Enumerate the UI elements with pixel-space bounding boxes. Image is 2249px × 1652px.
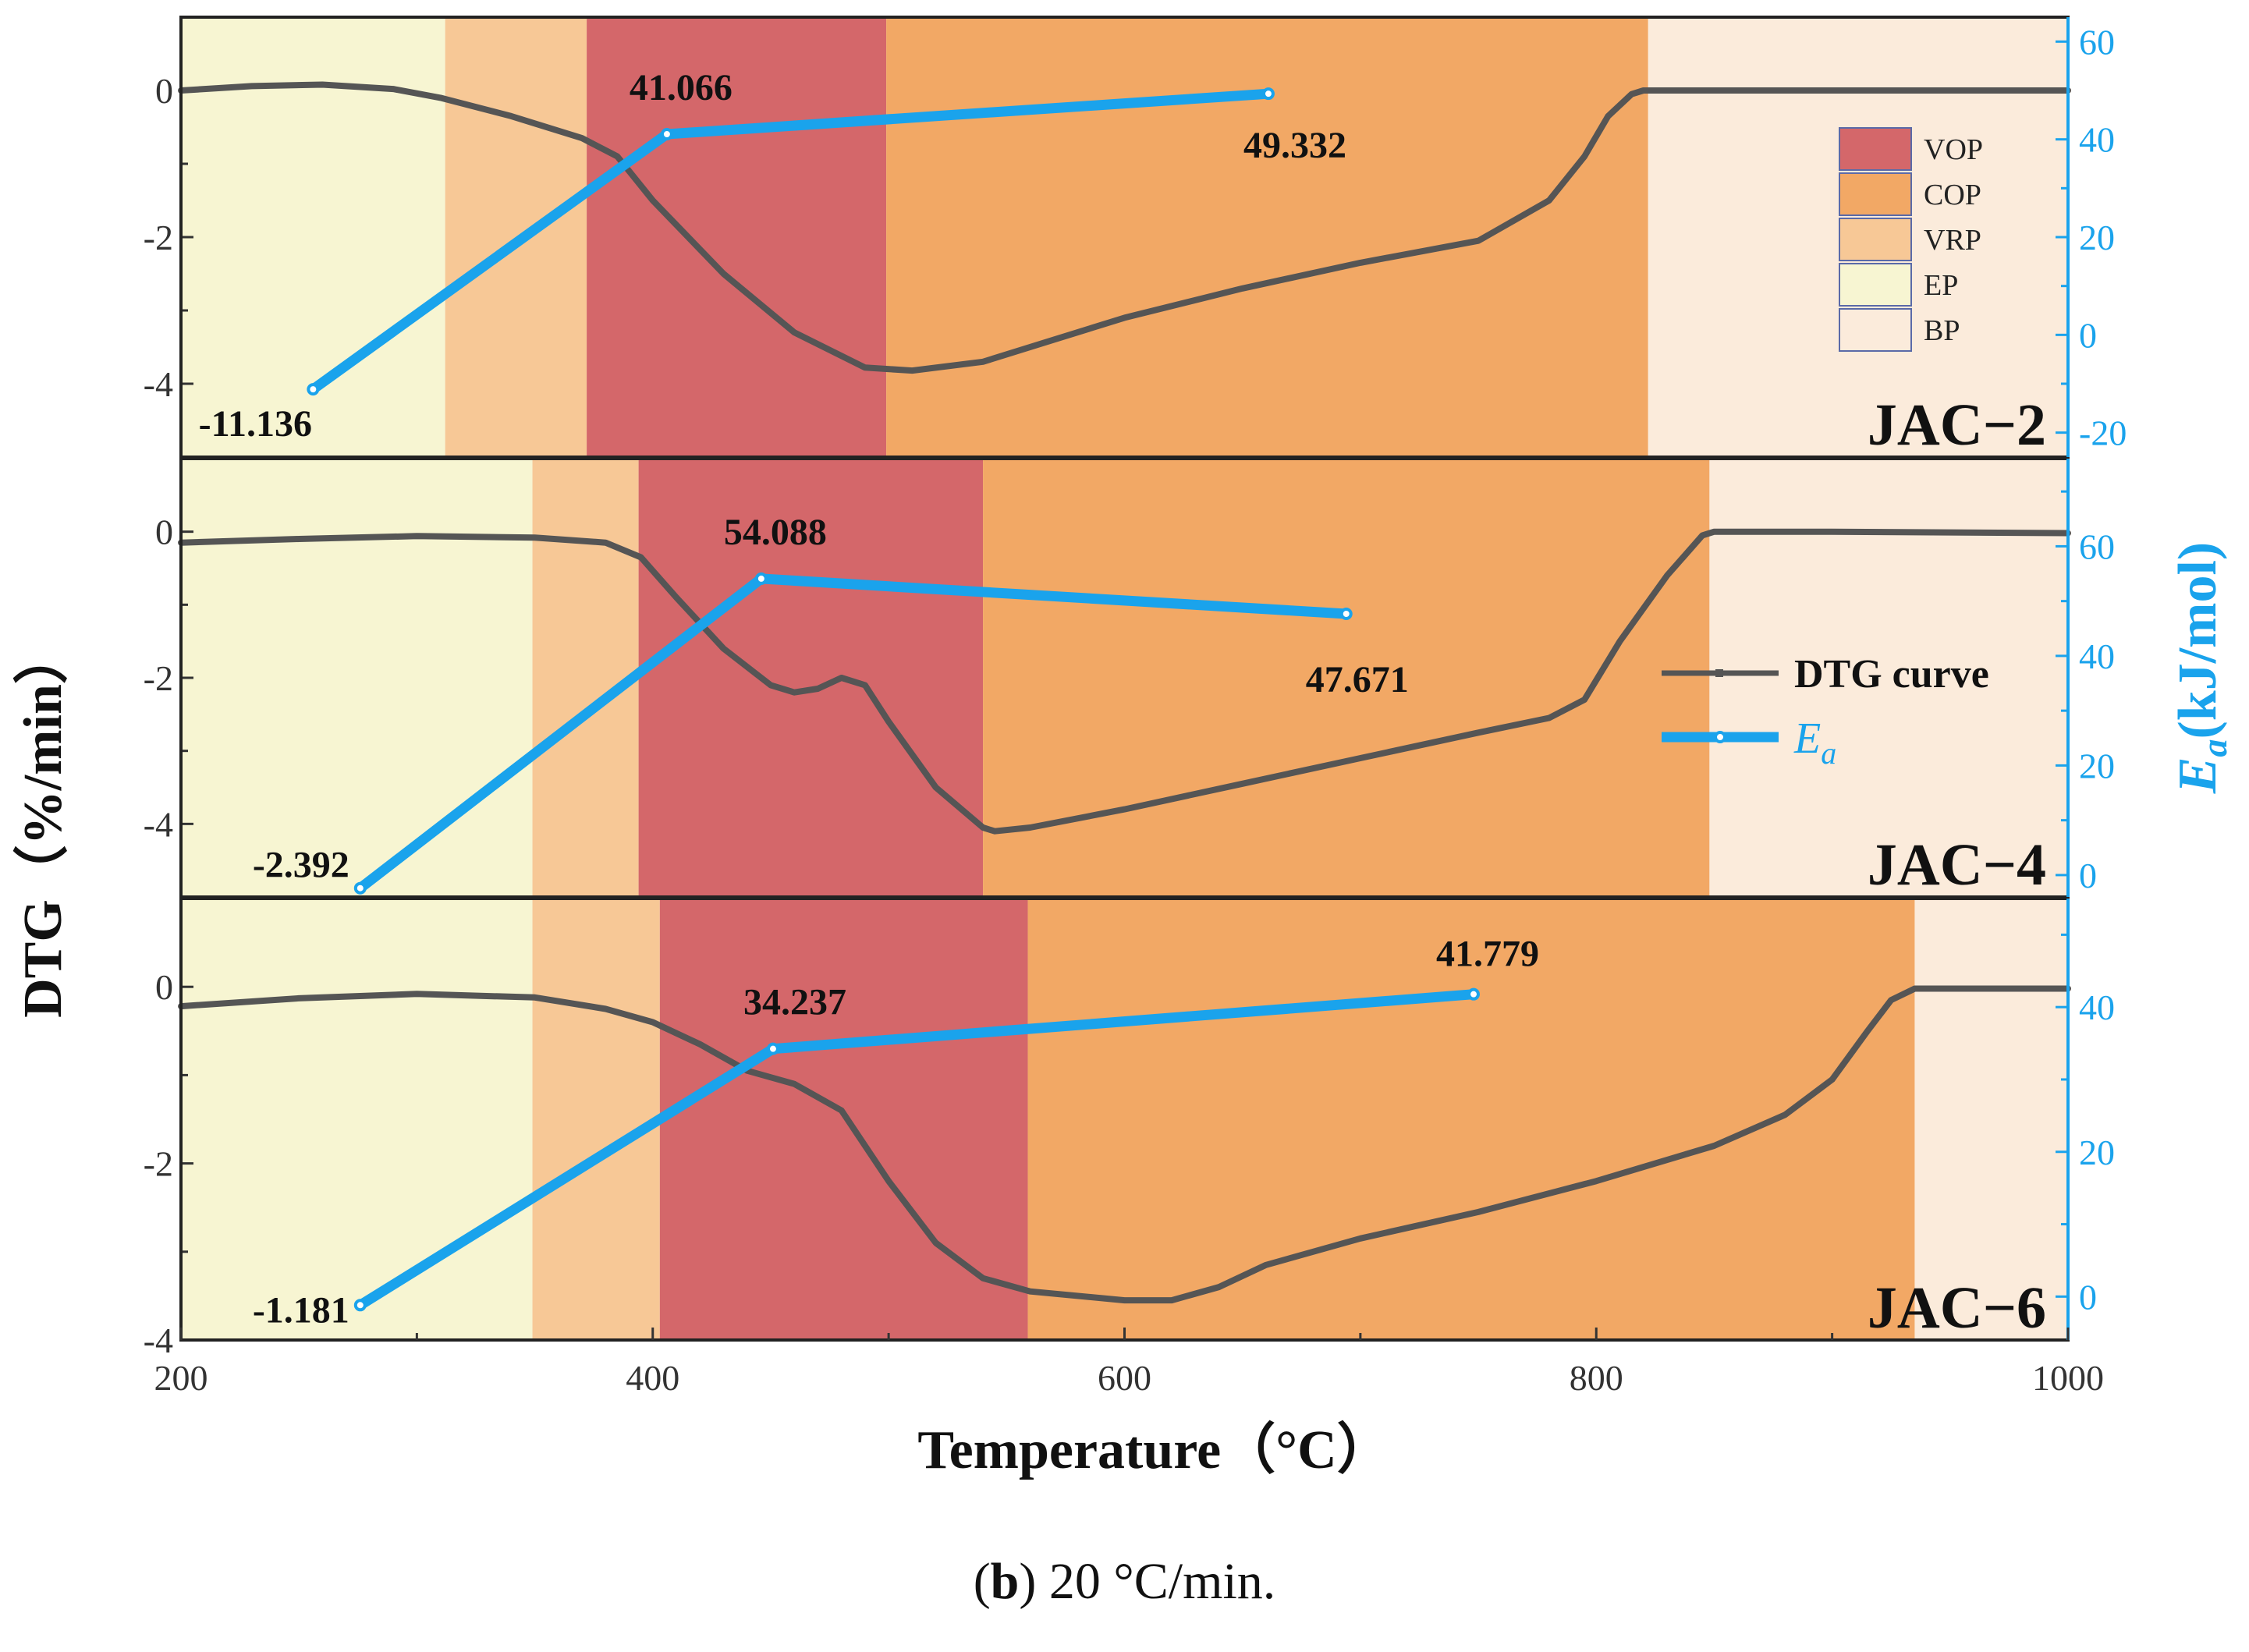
panel-name: JAC−6 <box>1868 1275 2046 1341</box>
ea-point <box>766 1042 779 1055</box>
dtg-curve <box>178 528 2071 835</box>
stage-band-ep <box>181 459 533 897</box>
x-axis: 200 400 600 800 1000 <box>154 1328 2104 1398</box>
x-tick-label: 200 <box>154 1358 208 1398</box>
right-tick-label: 0 <box>2079 1277 2097 1317</box>
legend-label-ep: EP <box>1924 269 1958 302</box>
right-tick-label: 60 <box>2079 22 2115 62</box>
stage-band-cop <box>1027 899 1915 1340</box>
x-tick-label: 800 <box>1570 1358 1623 1398</box>
legend-dtg-label: DTG curve <box>1794 652 1989 697</box>
legend-label-cop: COP <box>1924 179 1981 211</box>
ea-symbol: E <box>2168 757 2228 795</box>
ea-point <box>1339 608 1353 621</box>
ea-point <box>754 572 768 585</box>
ea-unit: (kJ/mol) <box>2168 542 2228 739</box>
legend: VOP COP VRP EP BP DTG curve Ea <box>1662 127 1989 771</box>
stage-band-vop <box>587 17 887 457</box>
legend-ea-subscript: a <box>1821 736 1836 771</box>
legend-swatch-vrp <box>1839 218 1912 261</box>
legend-label-bp: BP <box>1924 314 1960 347</box>
right-tick-label: -20 <box>2079 413 2127 453</box>
legend-ea-marker <box>1714 731 1726 743</box>
stage-band-cop <box>983 459 1710 897</box>
panel-1: 0 -2 -4 60 40 20 0 -20 -11.136 41.066 49.332 JAC−2 <box>144 16 2127 459</box>
ea-point <box>1261 87 1275 101</box>
left-tick-label: -2 <box>144 658 173 698</box>
ea-point <box>660 127 673 140</box>
dtg-curve <box>178 985 2071 1304</box>
left-tick-label: 0 <box>155 967 173 1007</box>
ea-subscript: a <box>2194 739 2234 757</box>
panel-name: JAC−2 <box>1868 392 2046 458</box>
legend-ea-symbol: E <box>1793 714 1821 763</box>
caption-suffix: ) 20 °C/min. <box>1019 1553 1276 1610</box>
right-tick-label: 20 <box>2079 1133 2115 1172</box>
caption-bold: b <box>990 1553 1020 1610</box>
ea-value-label: 49.332 <box>1243 125 1346 166</box>
left-tick-label: -2 <box>144 1144 173 1184</box>
ea-point <box>353 881 367 895</box>
ea-point <box>1467 987 1481 1001</box>
right-tick-label: 20 <box>2079 218 2115 257</box>
ea-point <box>307 383 320 396</box>
panel-3: 0 -2 -4 40 20 0 -1.181 34.237 41.779 JAC−6 <box>144 897 2115 1360</box>
right-tick-label: 40 <box>2079 636 2115 676</box>
legend-swatch-ep <box>1839 263 1912 307</box>
panel-name: JAC−4 <box>1868 832 2046 898</box>
x-tick-label: 600 <box>1098 1358 1151 1398</box>
left-tick-label: -4 <box>144 804 173 844</box>
y-axis-title-right: Ea(kJ/mol) <box>2168 542 2234 794</box>
right-tick-label: 0 <box>2079 856 2097 895</box>
x-tick-label: 400 <box>626 1358 679 1398</box>
stage-band-bp <box>1914 899 2068 1340</box>
legend-ea-label: Ea <box>1793 714 1836 771</box>
legend-swatch-vop <box>1839 127 1912 171</box>
panel-2: 0 -2 -4 60 40 20 0 -2.392 54.088 47.671 JAC−4 <box>144 457 2115 899</box>
figure-caption: (b) 20 °C/min. <box>0 1552 2249 1611</box>
ea-value-label: 47.671 <box>1306 659 1409 700</box>
right-tick-label: 0 <box>2079 315 2097 355</box>
legend-dtg-marker <box>1715 669 1723 677</box>
right-tick-label: 40 <box>2079 987 2115 1027</box>
legend-label-vop: VOP <box>1924 133 1983 166</box>
ea-value-label: -2.392 <box>253 845 349 886</box>
ea-value-label: -1.181 <box>253 1289 349 1331</box>
y-axis-title-left: DTG（%/min） <box>12 629 73 1018</box>
stage-band-vrp <box>532 459 639 897</box>
x-axis-title: Temperature（°C） <box>917 1420 1391 1480</box>
stage-band-ep <box>181 899 533 1340</box>
legend-label-vrp: VRP <box>1924 224 1981 257</box>
ea-value-label: 54.088 <box>724 512 827 553</box>
dtg-curve <box>178 81 2071 374</box>
right-tick-label: 40 <box>2079 120 2115 160</box>
legend-swatch-cop <box>1839 172 1912 216</box>
ea-value-label: 41.066 <box>630 67 733 108</box>
stage-band-vop <box>638 459 984 897</box>
left-tick-label: 0 <box>155 512 173 552</box>
left-tick-label: -4 <box>144 364 173 404</box>
left-tick-label: -4 <box>144 1321 173 1360</box>
ea-point <box>353 1299 367 1312</box>
caption-prefix: ( <box>973 1553 991 1610</box>
left-tick-label: -2 <box>144 218 173 257</box>
right-tick-label: 20 <box>2079 746 2115 785</box>
stage-band-vrp <box>532 899 660 1340</box>
right-tick-label: 60 <box>2079 526 2115 566</box>
x-tick-label: 1000 <box>2032 1358 2104 1398</box>
stage-band-cop <box>886 17 1648 457</box>
left-tick-label: 0 <box>155 71 173 111</box>
ea-value-label: 34.237 <box>743 982 846 1023</box>
legend-swatch-bp <box>1839 308 1912 352</box>
ea-value-label: -11.136 <box>199 403 312 445</box>
ea-value-label: 41.779 <box>1436 934 1539 975</box>
